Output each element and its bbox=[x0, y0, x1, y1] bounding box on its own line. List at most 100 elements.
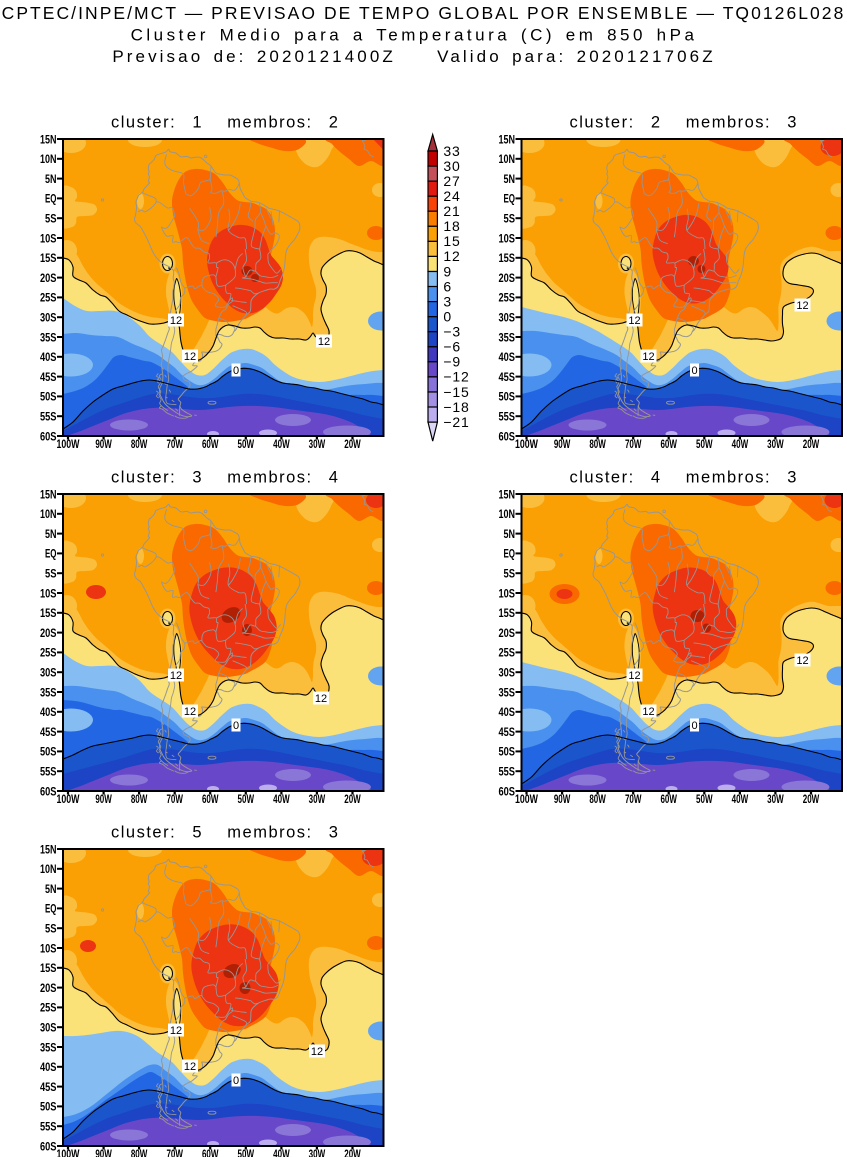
svg-text:15S: 15S bbox=[40, 606, 57, 620]
svg-text:10N: 10N bbox=[499, 152, 516, 166]
svg-text:15N: 15N bbox=[40, 487, 57, 501]
svg-text:25S: 25S bbox=[40, 1001, 57, 1015]
svg-text:EQ: EQ bbox=[504, 547, 516, 561]
svg-text:cluster: 4 membros: 3: cluster: 4 membros: 3 bbox=[570, 469, 798, 487]
svg-text:5N: 5N bbox=[504, 527, 516, 541]
svg-text:EQ: EQ bbox=[45, 547, 57, 561]
svg-text:10S: 10S bbox=[499, 586, 516, 600]
svg-text:0: 0 bbox=[233, 365, 239, 377]
svg-text:100W: 100W bbox=[57, 437, 80, 451]
svg-text:12: 12 bbox=[796, 300, 808, 312]
svg-text:40W: 40W bbox=[273, 437, 290, 451]
svg-text:12: 12 bbox=[642, 706, 654, 718]
svg-text:12: 12 bbox=[311, 1046, 323, 1058]
svg-text:12: 12 bbox=[628, 315, 640, 327]
svg-text:CPTEC/INPE/MCT — PREVISAO DE T: CPTEC/INPE/MCT — PREVISAO DE TEMPO GLOBA… bbox=[2, 3, 846, 23]
svg-text:5N: 5N bbox=[45, 172, 57, 186]
svg-text:−3: −3 bbox=[443, 324, 461, 340]
svg-text:55S: 55S bbox=[40, 410, 57, 424]
svg-text:12: 12 bbox=[184, 1061, 196, 1073]
svg-text:3: 3 bbox=[443, 293, 452, 309]
svg-text:15: 15 bbox=[443, 233, 460, 249]
svg-text:45S: 45S bbox=[499, 370, 516, 384]
svg-text:33: 33 bbox=[443, 143, 460, 159]
svg-text:60S: 60S bbox=[40, 1139, 57, 1153]
svg-text:15S: 15S bbox=[499, 251, 516, 265]
svg-text:0: 0 bbox=[691, 720, 697, 732]
svg-text:9: 9 bbox=[443, 263, 452, 279]
svg-text:Cluster Medio para a Temperatu: Cluster Medio para a Temperatura (C) em … bbox=[131, 26, 698, 45]
svg-text:cluster: 1 membros: 2: cluster: 1 membros: 2 bbox=[111, 114, 339, 132]
svg-text:0: 0 bbox=[691, 365, 697, 377]
svg-text:80W: 80W bbox=[589, 792, 606, 806]
svg-text:40W: 40W bbox=[273, 1147, 290, 1157]
svg-text:100W: 100W bbox=[57, 792, 80, 806]
svg-text:80W: 80W bbox=[131, 1147, 148, 1157]
svg-text:10S: 10S bbox=[499, 231, 516, 245]
svg-text:12: 12 bbox=[170, 315, 182, 327]
svg-text:10S: 10S bbox=[40, 231, 57, 245]
svg-text:30S: 30S bbox=[40, 311, 57, 325]
svg-text:0: 0 bbox=[233, 1075, 239, 1087]
svg-text:60W: 60W bbox=[660, 792, 677, 806]
svg-text:30W: 30W bbox=[767, 437, 784, 451]
svg-text:45S: 45S bbox=[40, 370, 57, 384]
svg-text:−15: −15 bbox=[443, 384, 469, 400]
svg-text:6: 6 bbox=[443, 278, 452, 294]
svg-text:30S: 30S bbox=[40, 666, 57, 680]
svg-text:50S: 50S bbox=[499, 745, 516, 759]
svg-text:90W: 90W bbox=[95, 1147, 112, 1157]
svg-text:12: 12 bbox=[184, 351, 196, 363]
svg-text:12: 12 bbox=[796, 655, 808, 667]
svg-text:5S: 5S bbox=[504, 212, 516, 226]
svg-text:30S: 30S bbox=[499, 666, 516, 680]
svg-text:Previsao de: 2020121400Z Va: Previsao de: 2020121400Z Valido para: 20… bbox=[112, 47, 715, 66]
svg-text:18: 18 bbox=[443, 218, 460, 234]
svg-text:50S: 50S bbox=[40, 1100, 57, 1114]
svg-text:40W: 40W bbox=[732, 437, 749, 451]
svg-text:90W: 90W bbox=[554, 437, 571, 451]
svg-text:40S: 40S bbox=[40, 350, 57, 364]
svg-text:5N: 5N bbox=[45, 527, 57, 541]
svg-text:30W: 30W bbox=[767, 792, 784, 806]
svg-text:10S: 10S bbox=[40, 586, 57, 600]
svg-text:12: 12 bbox=[170, 1025, 182, 1037]
svg-text:10N: 10N bbox=[499, 507, 516, 521]
svg-text:5N: 5N bbox=[45, 882, 57, 896]
svg-text:70W: 70W bbox=[166, 1147, 183, 1157]
svg-text:cluster: 2 membros: 3: cluster: 2 membros: 3 bbox=[570, 114, 798, 132]
svg-text:50W: 50W bbox=[238, 792, 255, 806]
svg-text:55S: 55S bbox=[499, 410, 516, 424]
svg-text:60W: 60W bbox=[202, 1147, 219, 1157]
svg-text:5S: 5S bbox=[45, 922, 57, 936]
svg-text:45S: 45S bbox=[40, 1080, 57, 1094]
svg-text:EQ: EQ bbox=[45, 192, 57, 206]
svg-text:15N: 15N bbox=[40, 132, 57, 146]
svg-text:30W: 30W bbox=[309, 1147, 326, 1157]
svg-text:20S: 20S bbox=[40, 981, 57, 995]
svg-text:90W: 90W bbox=[95, 792, 112, 806]
svg-text:100W: 100W bbox=[515, 437, 538, 451]
svg-text:20W: 20W bbox=[344, 1147, 361, 1157]
svg-text:15N: 15N bbox=[40, 842, 57, 856]
svg-text:20W: 20W bbox=[344, 437, 361, 451]
svg-text:90W: 90W bbox=[554, 792, 571, 806]
svg-text:25S: 25S bbox=[40, 291, 57, 305]
svg-text:25S: 25S bbox=[40, 646, 57, 660]
svg-text:10N: 10N bbox=[40, 507, 57, 521]
svg-text:55S: 55S bbox=[499, 765, 516, 779]
svg-text:40S: 40S bbox=[40, 705, 57, 719]
svg-text:12: 12 bbox=[642, 351, 654, 363]
svg-text:10N: 10N bbox=[40, 152, 57, 166]
svg-text:21: 21 bbox=[443, 203, 460, 219]
svg-text:35S: 35S bbox=[499, 330, 516, 344]
svg-text:50W: 50W bbox=[696, 437, 713, 451]
svg-text:40W: 40W bbox=[273, 792, 290, 806]
svg-text:0: 0 bbox=[443, 309, 452, 325]
svg-text:50S: 50S bbox=[499, 390, 516, 404]
svg-text:90W: 90W bbox=[95, 437, 112, 451]
svg-text:40S: 40S bbox=[40, 1060, 57, 1074]
svg-text:40W: 40W bbox=[732, 792, 749, 806]
svg-text:50S: 50S bbox=[40, 390, 57, 404]
svg-text:EQ: EQ bbox=[45, 902, 57, 916]
